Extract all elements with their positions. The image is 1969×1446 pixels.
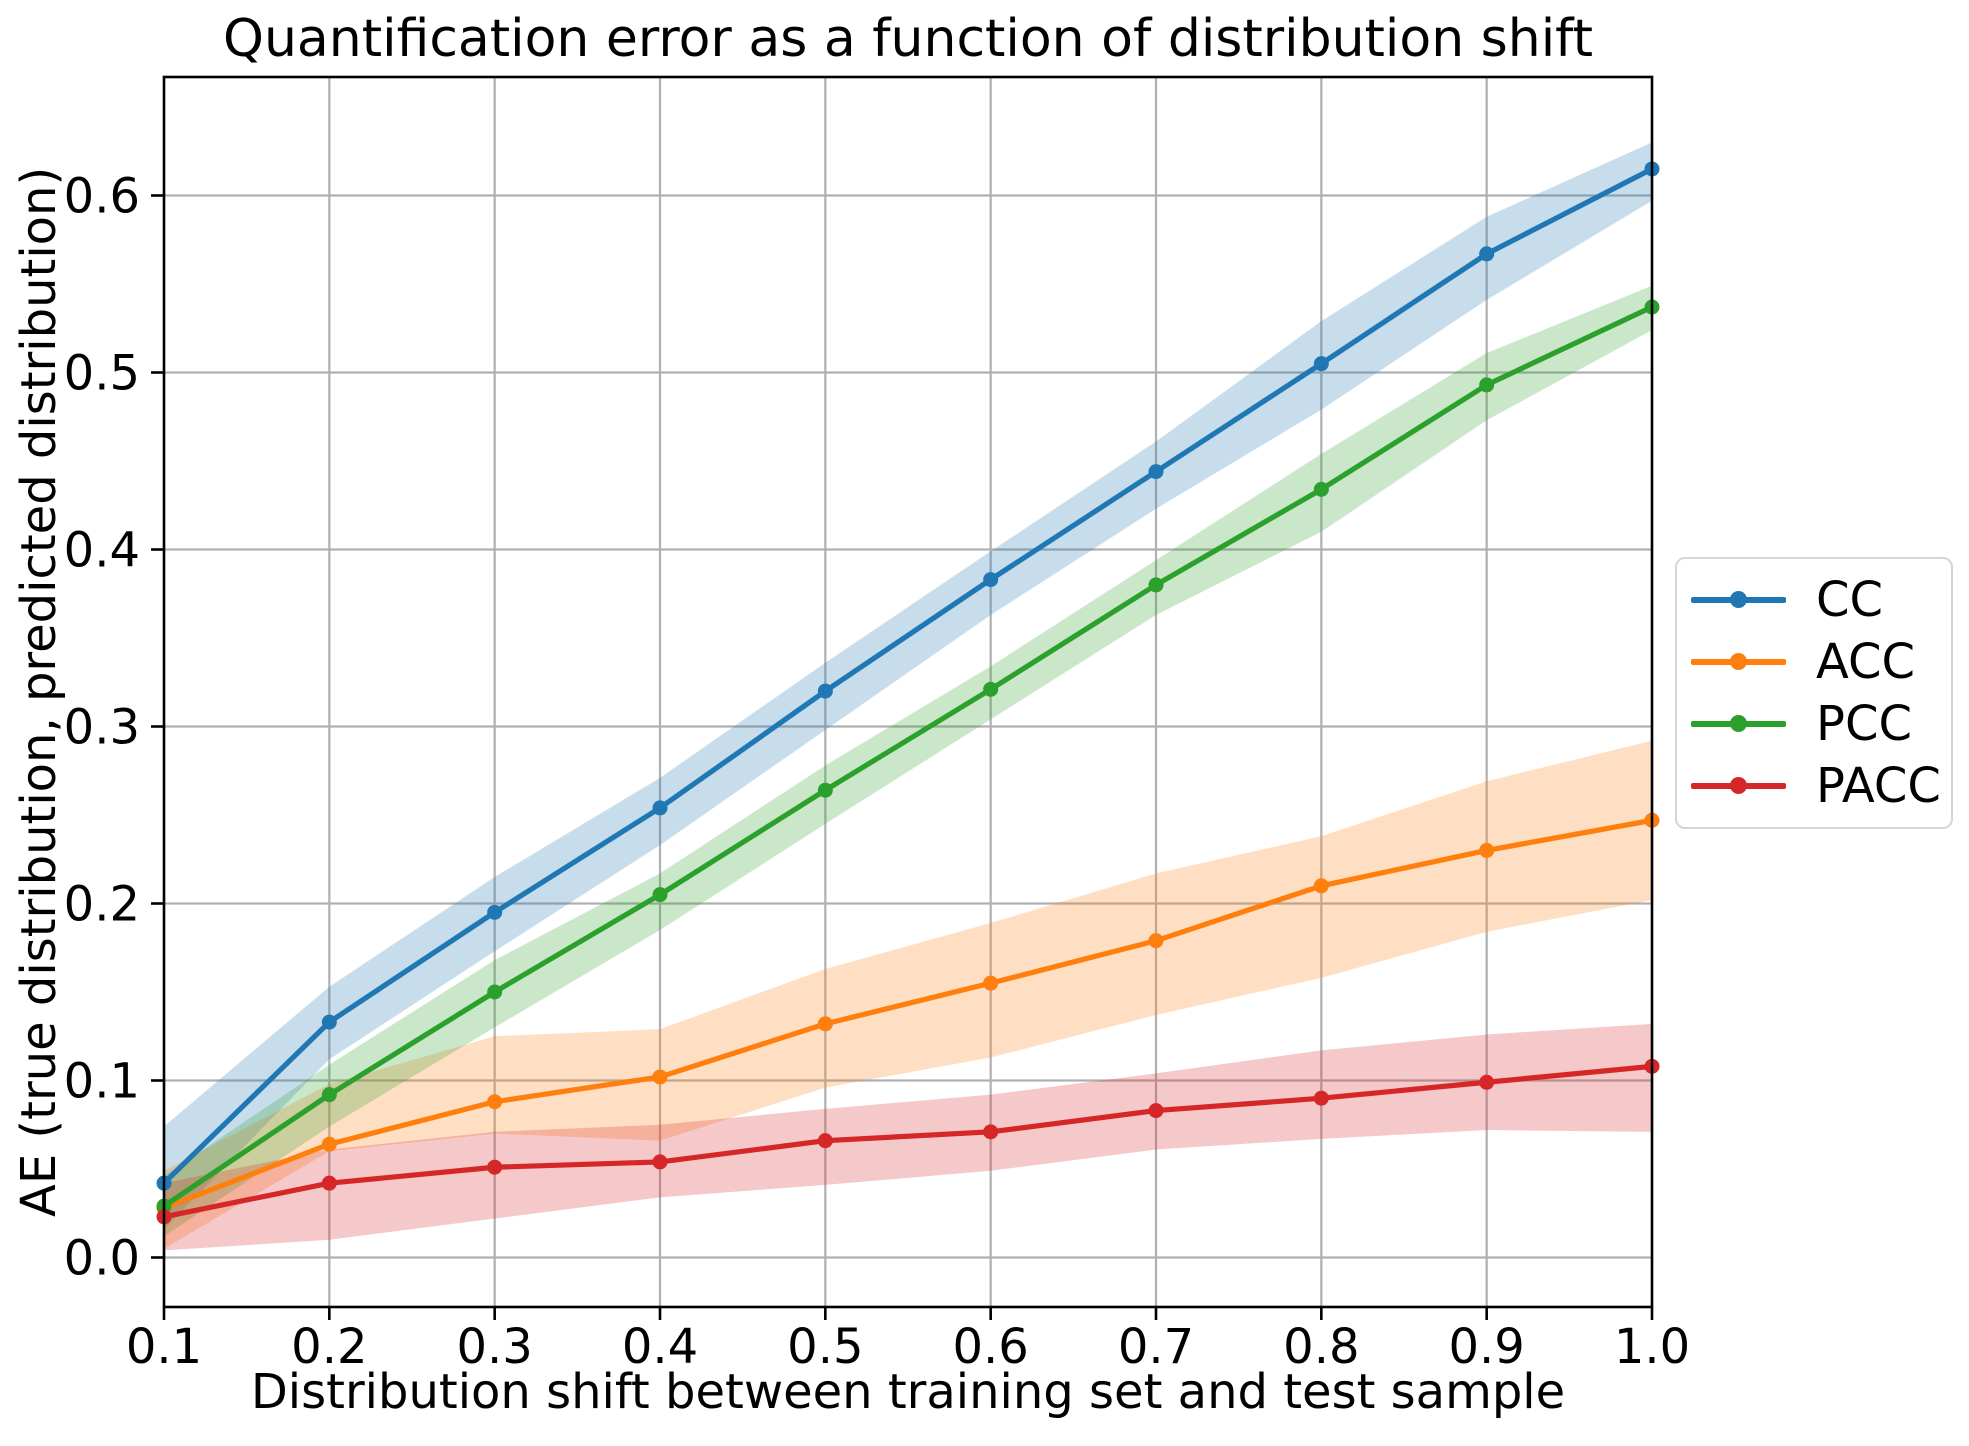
series-marker-ACC-6 xyxy=(1148,933,1164,949)
series-band-ACC xyxy=(164,740,1652,1249)
y-tick-label-0.3: 0.3 xyxy=(64,700,140,756)
series-band-PCC xyxy=(164,285,1652,1237)
legend-marker-dot-ACC xyxy=(1730,653,1747,670)
series-line-PACC xyxy=(161,1063,1655,1220)
y-tick-label-0.0: 0.0 xyxy=(64,1231,140,1287)
y-tick-label-0.5: 0.5 xyxy=(64,346,140,402)
series-marker-PCC-3 xyxy=(652,887,668,903)
plot-border xyxy=(162,75,1654,1309)
legend-line-sample-PCC xyxy=(1691,715,1786,732)
series-marker-PCC-6 xyxy=(1148,577,1164,593)
legend-item-CC: CC xyxy=(1691,576,1951,624)
series-marker-PCC-7 xyxy=(1313,481,1329,497)
series-marker-ACC-7 xyxy=(1313,878,1329,894)
series-marker-PCC-4 xyxy=(817,782,833,798)
series-marker-PCC-1 xyxy=(321,1087,337,1103)
series-marker-CC-4 xyxy=(817,683,833,699)
series-marker-PACC-4 xyxy=(817,1133,833,1149)
series-marker-CC-6 xyxy=(1148,464,1164,480)
series-marker-ACC-5 xyxy=(983,975,999,991)
legend-marker-dot-PACC xyxy=(1730,777,1747,794)
series-marker-ACC-1 xyxy=(321,1136,337,1152)
legend-line-sample-PACC xyxy=(1691,777,1786,794)
series-line-CC xyxy=(161,166,1655,1186)
series-marker-PACC-2 xyxy=(487,1159,503,1175)
legend-line-sample-ACC xyxy=(1691,653,1786,670)
x-tick-label-0.7: 0.7 xyxy=(1118,1319,1194,1375)
legend-label-PACC: PACC xyxy=(1816,758,1941,814)
series-marker-CC-2 xyxy=(487,904,503,920)
x-tick-label-0.4: 0.4 xyxy=(622,1319,698,1375)
series-marker-PACC-5 xyxy=(983,1124,999,1140)
legend-item-PCC: PCC xyxy=(1691,700,1951,748)
series-marker-PCC-5 xyxy=(983,681,999,697)
series-marker-PCC-8 xyxy=(1479,377,1495,393)
series-marker-PCC-2 xyxy=(487,984,503,1000)
chart-title: Quantification error as a function of di… xyxy=(223,9,1593,69)
series-marker-PACC-6 xyxy=(1148,1103,1164,1119)
series-marker-ACC-2 xyxy=(487,1094,503,1110)
x-axis-label: Distribution shift between training set … xyxy=(250,1364,1566,1420)
legend-label-PCC: PCC xyxy=(1816,696,1912,752)
series-band-CC xyxy=(164,142,1652,1230)
x-tick-label-0.2: 0.2 xyxy=(291,1319,367,1375)
y-tick-label-0.1: 0.1 xyxy=(64,1054,140,1110)
series-marker-CC-7 xyxy=(1313,356,1329,372)
legend-label-ACC: ACC xyxy=(1816,634,1916,690)
legend-item-PACC: PACC xyxy=(1691,762,1951,810)
legend-marker-dot-CC xyxy=(1730,591,1747,608)
series-marker-ACC-4 xyxy=(817,1016,833,1032)
series-marker-PACC-1 xyxy=(321,1175,337,1191)
series-marker-CC-1 xyxy=(321,1014,337,1030)
series-marker-CC-5 xyxy=(983,572,999,588)
legend: CC ACC PCC PACC xyxy=(1675,557,1953,829)
series-marker-ACC-8 xyxy=(1479,842,1495,858)
series-line-PCC xyxy=(161,304,1655,1209)
series-marker-PACC-7 xyxy=(1313,1090,1329,1106)
legend-label-CC: CC xyxy=(1816,572,1884,628)
x-tick-label-0.6: 0.6 xyxy=(952,1319,1028,1375)
x-tick-label-0.5: 0.5 xyxy=(787,1319,863,1375)
x-tick-label-0.3: 0.3 xyxy=(456,1319,532,1375)
legend-marker-dot-PCC xyxy=(1730,715,1747,732)
y-tick-label-0.2: 0.2 xyxy=(64,877,140,933)
series-marker-ACC-3 xyxy=(652,1069,668,1085)
series-line-ACC xyxy=(161,817,1655,1211)
series-marker-PACC-3 xyxy=(652,1154,668,1170)
x-tick-label-0.9: 0.9 xyxy=(1448,1319,1524,1375)
y-tick-label-0.6: 0.6 xyxy=(64,169,140,225)
series-marker-CC-3 xyxy=(652,800,668,816)
legend-item-ACC: ACC xyxy=(1691,638,1951,686)
y-tick-label-0.4: 0.4 xyxy=(64,523,140,579)
legend-line-sample-CC xyxy=(1691,591,1786,608)
series-marker-CC-8 xyxy=(1479,246,1495,262)
x-tick-label-1.0: 1.0 xyxy=(1614,1319,1690,1375)
series-marker-PACC-8 xyxy=(1479,1074,1495,1090)
x-tick-label-0.8: 0.8 xyxy=(1283,1319,1359,1375)
x-tick-label-0.1: 0.1 xyxy=(126,1319,202,1375)
